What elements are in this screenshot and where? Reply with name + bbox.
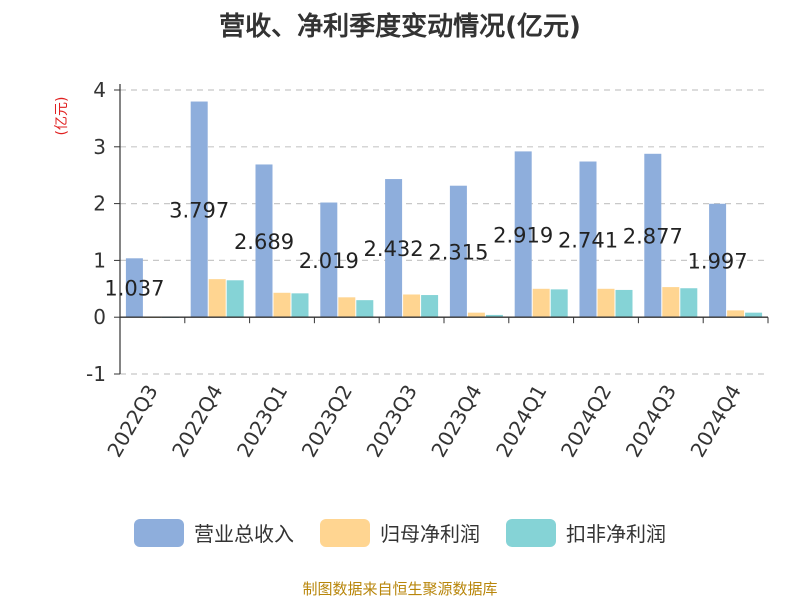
bar-s2-2023Q4: [485, 314, 503, 318]
x-tick-label-2023Q3: 2023Q3: [361, 381, 421, 462]
data-label-2022Q3: 1.037: [104, 277, 164, 301]
x-tick-label-2023Q1: 2023Q1: [232, 381, 292, 462]
data-label-2024Q4: 1.997: [688, 249, 748, 273]
bar-s2-2024Q1: [550, 289, 568, 318]
bar-s1-2023Q4: [467, 312, 485, 318]
x-tick-label-2022Q3: 2022Q3: [102, 381, 162, 462]
bar-s0-2023Q4: [449, 185, 467, 318]
bar-s1-2024Q2: [597, 288, 615, 318]
legend-item-revenue[interactable]: 营业总收入: [134, 518, 294, 547]
y-axis-label: (亿元): [54, 97, 70, 136]
y-tick-label-3: 2: [93, 192, 106, 216]
bar-s0-2023Q2: [320, 202, 338, 318]
data-label-2022Q4: 3.797: [169, 198, 229, 222]
bar-s2-2023Q1: [291, 293, 309, 318]
y-tick-label-5: 4: [93, 78, 106, 102]
x-tick-label-2022Q4: 2022Q4: [167, 381, 227, 462]
legend-label-revenue: 营业总收入: [194, 522, 294, 546]
bar-s1-2022Q4: [208, 279, 226, 318]
data-label-2023Q3: 2.432: [364, 237, 424, 261]
data-label-2023Q1: 2.689: [234, 230, 294, 254]
bar-s2-2023Q2: [356, 300, 374, 318]
bar-s2-2024Q3: [680, 288, 698, 318]
bar-s0-2024Q1: [514, 151, 532, 318]
bar-s0-2023Q3: [385, 179, 403, 318]
y-tick-label-4: 3: [93, 135, 106, 159]
legend-swatch-revenue: [134, 518, 184, 547]
bar-s0-2024Q3: [644, 153, 662, 318]
data-label-2024Q1: 2.919: [493, 223, 553, 247]
bar-s1-2024Q1: [532, 288, 550, 318]
bar-s2-2024Q2: [615, 289, 633, 318]
legend-label-deducted-profit: 扣非净利润: [566, 522, 666, 546]
x-tick-label-2024Q4: 2024Q4: [685, 381, 745, 462]
bar-s0-2024Q2: [579, 161, 597, 318]
bar-s0-2022Q4: [190, 101, 208, 318]
legend-swatch-net-profit: [320, 518, 370, 547]
legend-swatch-deducted-profit: [506, 518, 556, 547]
data-label-2024Q2: 2.741: [558, 228, 618, 252]
data-label-2023Q4: 2.315: [428, 240, 488, 264]
bar-s2-2023Q3: [421, 295, 439, 318]
y-tick-label-0: -1: [86, 362, 106, 386]
data-label-2023Q2: 2.019: [299, 249, 359, 273]
bar-s1-2023Q2: [338, 297, 356, 318]
source-note: 制图数据来自恒生聚源数据库: [302, 580, 498, 598]
bar-s1-2024Q3: [662, 287, 680, 318]
bar-s1-2023Q3: [403, 294, 421, 318]
bar-s0-2023Q1: [255, 164, 273, 318]
data-label-2024Q3: 2.877: [623, 224, 683, 248]
x-tick-label-2024Q2: 2024Q2: [556, 381, 616, 462]
x-tick-label-2024Q3: 2024Q3: [621, 381, 681, 462]
x-tick-label-2023Q4: 2023Q4: [426, 381, 486, 462]
bar-s1-2023Q1: [273, 292, 291, 318]
x-tick-label-2024Q1: 2024Q1: [491, 381, 551, 462]
chart-title: 营收、净利季度变动情况(亿元): [219, 12, 581, 42]
bar-s0-2024Q4: [709, 203, 727, 318]
bar-s1-2024Q4: [727, 310, 745, 318]
legend-item-net-profit[interactable]: 归母净利润: [320, 518, 480, 547]
x-tick-label-2023Q2: 2023Q2: [297, 381, 357, 462]
legend-item-deducted-profit[interactable]: 扣非净利润: [506, 518, 666, 547]
bar-s2-2024Q4: [745, 312, 763, 318]
y-tick-label-2: 1: [93, 248, 106, 272]
legend: 营业总收入 归母净利润 扣非净利润: [0, 518, 800, 547]
bar-s0-2022Q3: [125, 258, 143, 318]
legend-label-net-profit: 归母净利润: [380, 522, 480, 546]
bar-s2-2022Q4: [226, 280, 244, 318]
y-tick-label-1: 0: [93, 305, 106, 329]
